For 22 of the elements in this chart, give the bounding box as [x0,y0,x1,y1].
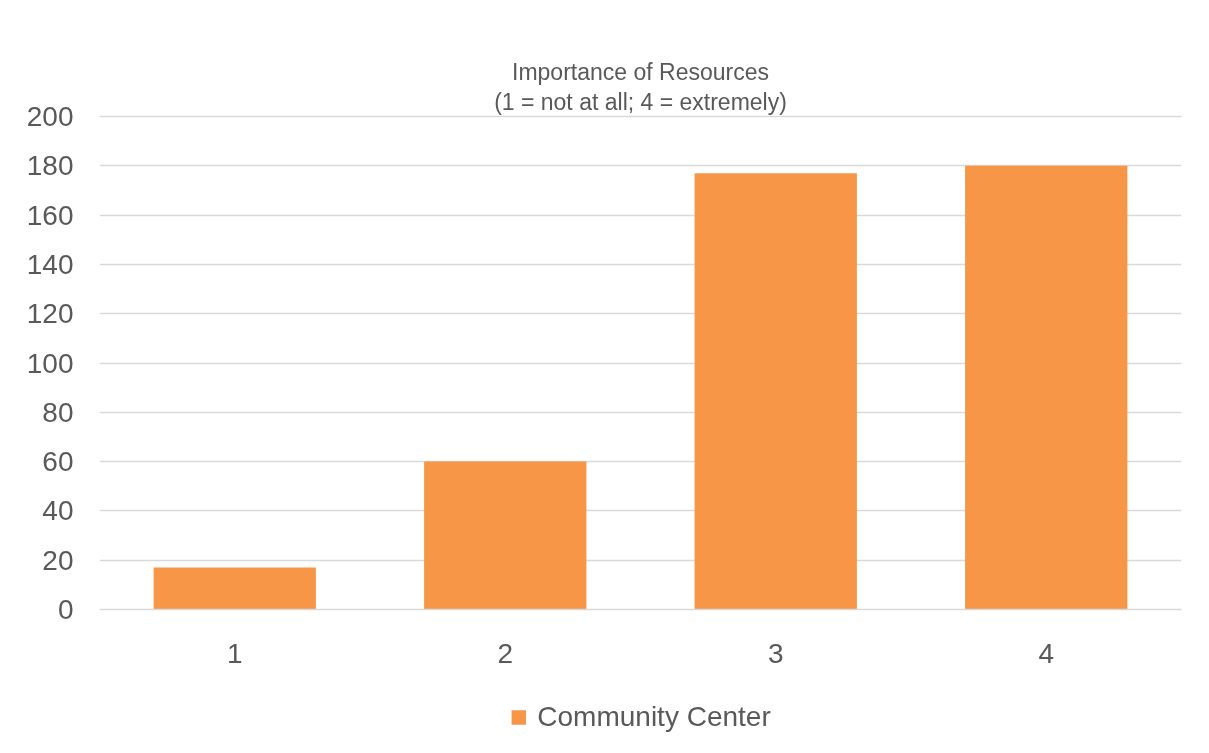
bar [694,173,857,610]
y-tick-label: 180 [26,150,74,182]
chart-subtitle: (1 = not at all; 4 = extremely) [494,88,787,115]
y-tick-label: 160 [26,199,74,231]
y-tick-label: 20 [42,544,74,576]
y-tick-label: 0 [57,594,74,625]
y-tick-label: 100 [26,347,74,379]
x-tick-label: 3 [767,637,784,669]
chart-title: Importance of Resources [512,58,769,85]
legend-label: Community Center [537,700,771,733]
bar [424,461,587,610]
bar [153,567,316,610]
y-tick-label: 140 [26,248,74,280]
x-tick-label: 2 [497,637,514,669]
x-tick-label: 4 [1038,637,1055,669]
y-tick-label: 120 [26,298,74,330]
y-tick-label: 200 [26,101,74,132]
y-tick-label: 60 [42,446,74,478]
y-tick-label: 80 [42,396,74,428]
bar [965,165,1128,610]
x-tick-label: 1 [226,637,243,669]
y-tick-label: 40 [42,495,74,527]
